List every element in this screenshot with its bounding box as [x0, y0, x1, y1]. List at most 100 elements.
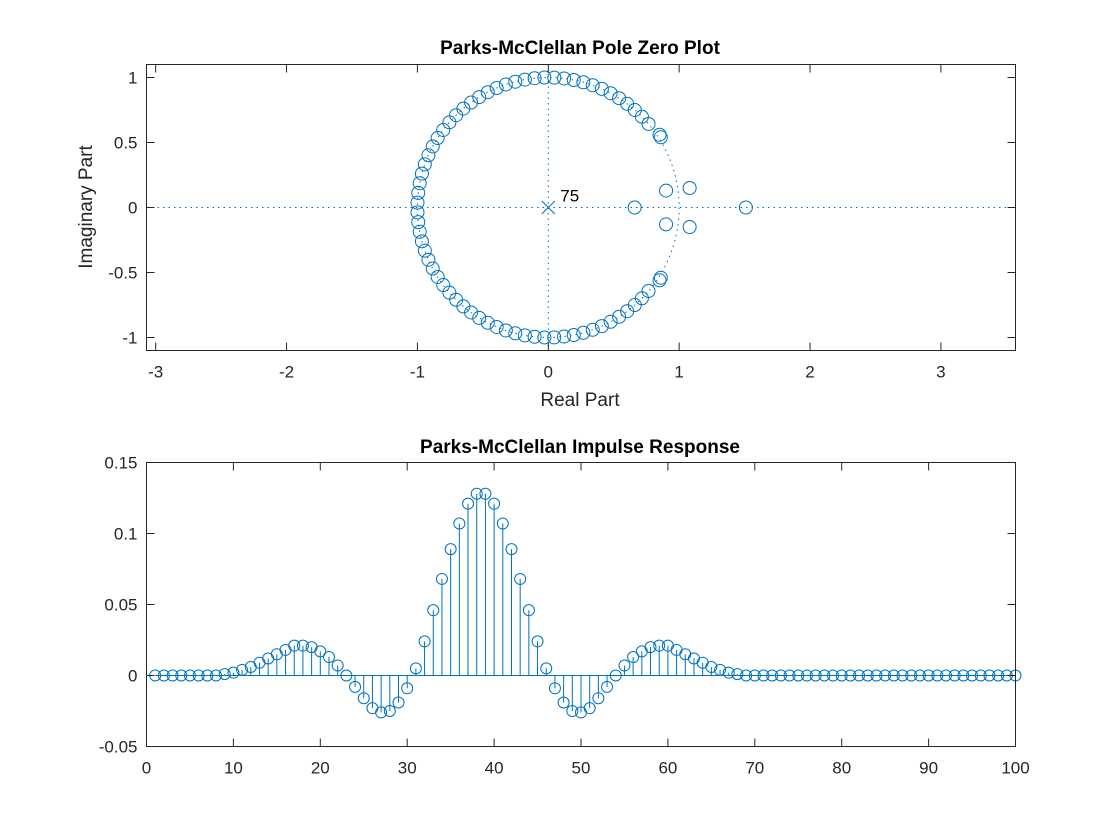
x-tick-label: 40	[485, 759, 504, 778]
stem-point	[740, 669, 753, 682]
pole-multiplicity-label: 75	[560, 187, 579, 206]
stem-marker	[870, 669, 883, 682]
stem-point	[627, 651, 640, 676]
stem-marker	[766, 669, 779, 682]
y-tick-label: 0.15	[104, 454, 137, 473]
stem-point	[453, 517, 466, 676]
stem-point	[548, 675, 561, 695]
stem-point	[322, 651, 335, 676]
stem-marker	[948, 669, 961, 682]
stem-point	[296, 639, 309, 676]
stem-point	[705, 660, 718, 676]
y-tick-label: 0.1	[114, 525, 138, 544]
zero-marker	[411, 185, 426, 200]
stem-marker	[444, 543, 457, 556]
x-tick-label: 80	[832, 759, 851, 778]
stem-marker	[740, 669, 753, 682]
stem-marker	[401, 682, 414, 695]
x-tick-label: 20	[311, 759, 330, 778]
stem-point	[905, 669, 918, 682]
stem-point	[922, 669, 935, 682]
zero-marker	[472, 310, 487, 325]
zero-marker	[585, 78, 600, 93]
stem-point	[783, 669, 796, 682]
stem-point	[566, 675, 579, 717]
stem-marker	[210, 669, 223, 682]
stem-marker	[922, 669, 935, 682]
x-tick-label: 100	[1001, 759, 1029, 778]
stem-point	[757, 669, 770, 682]
stem-marker	[913, 669, 926, 682]
stem-marker	[296, 639, 309, 652]
stem-point	[349, 675, 362, 693]
stem-point	[375, 675, 388, 719]
stem-point	[609, 669, 622, 682]
stem-point	[939, 669, 952, 682]
zero-marker	[508, 326, 523, 341]
stem-point	[644, 641, 657, 676]
stem-point	[583, 675, 596, 715]
stem-point	[966, 669, 979, 682]
stem-marker	[844, 669, 857, 682]
zero-marker	[489, 319, 504, 334]
stem-marker	[609, 669, 622, 682]
zero-marker	[410, 195, 425, 210]
stem-marker	[748, 669, 761, 682]
stem-point	[210, 669, 223, 682]
pole-zero-title: Parks-McClellan Pole Zero Plot	[440, 38, 720, 59]
stem-marker	[227, 666, 240, 679]
zero-marker	[417, 157, 432, 172]
stem-marker	[427, 604, 440, 617]
stem-point	[340, 669, 353, 682]
stem-marker	[835, 669, 848, 682]
stem-point	[496, 517, 509, 676]
zero-marker	[547, 330, 562, 345]
stem-marker	[314, 645, 327, 658]
zero-marker	[436, 122, 451, 137]
zero-marker	[498, 323, 513, 338]
stem-point	[818, 669, 831, 682]
stem-point	[488, 497, 501, 676]
stem-marker	[375, 706, 388, 719]
stem-marker	[939, 669, 952, 682]
zero-marker	[421, 252, 436, 267]
zero-marker	[620, 96, 635, 111]
zero-marker	[738, 200, 753, 215]
zero-marker	[653, 270, 668, 285]
zero-marker	[508, 74, 523, 89]
zero-marker	[603, 314, 618, 329]
stem-point	[844, 669, 857, 682]
stem-marker	[809, 669, 822, 682]
stem-point	[227, 666, 240, 679]
stem-point	[462, 497, 475, 676]
stem-marker	[409, 662, 422, 675]
stem-point	[418, 635, 431, 676]
zero-marker	[489, 81, 504, 96]
stem-point	[974, 669, 987, 682]
y-tick-label: 0	[128, 199, 137, 218]
stem-point	[183, 669, 196, 682]
stem-point	[557, 675, 570, 709]
zero-marker	[594, 319, 609, 334]
stem-point	[809, 669, 822, 682]
stem-point	[766, 669, 779, 682]
stem-marker	[357, 692, 370, 705]
zero-marker	[498, 77, 513, 92]
zero-marker	[430, 131, 445, 146]
stem-point	[392, 675, 405, 709]
zero-marker	[659, 183, 674, 198]
stem-marker	[992, 669, 1005, 682]
x-tick-label: 30	[398, 759, 417, 778]
stem-point	[166, 669, 179, 682]
zero-marker	[576, 75, 591, 90]
pole-marker	[541, 200, 556, 215]
x-tick-label: 3	[936, 363, 945, 382]
zero-marker	[412, 176, 427, 191]
stem-marker	[800, 669, 813, 682]
stem-marker	[931, 669, 944, 682]
stem-marker	[322, 651, 335, 664]
stem-point	[879, 669, 892, 682]
zero-marker	[612, 91, 627, 106]
x-tick-label: -3	[148, 363, 163, 382]
